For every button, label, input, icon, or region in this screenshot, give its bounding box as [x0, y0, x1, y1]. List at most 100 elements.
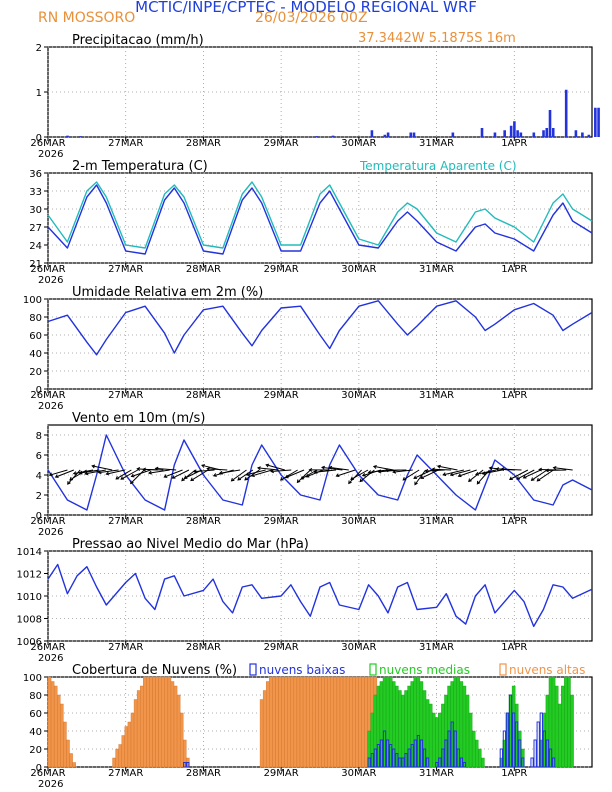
cloud-low-bar [398, 757, 402, 768]
wind-vector [458, 469, 477, 477]
wind-vector-head [244, 476, 249, 481]
cloud-low-bar [392, 748, 396, 768]
wind-vector-head [377, 469, 382, 474]
x-year-label: 2026 [38, 401, 63, 412]
wind-vector [219, 469, 241, 474]
wind-vector-head [436, 464, 441, 469]
precip-bar [581, 132, 584, 137]
wind-vector [300, 469, 318, 480]
wind-vector-head [192, 469, 197, 474]
cloud-low-bar [422, 748, 427, 768]
cloud-high-bar [358, 676, 362, 768]
wind-vector [482, 469, 503, 475]
cloud-low-bar [453, 730, 457, 768]
cloud-high-bar [118, 744, 122, 768]
cloud-high-bar [133, 699, 138, 768]
cloud-mid-bar [428, 703, 433, 768]
cloud-low-bar [447, 730, 451, 768]
cloud-high-bar [155, 676, 159, 768]
cloud-low-bar [511, 712, 516, 768]
y-tick-label: 0 [36, 385, 42, 396]
cloud-high-bar [124, 726, 129, 768]
cloud-high-bar [312, 676, 316, 768]
cloud-low-bar [382, 730, 387, 768]
wind-vector-head [67, 481, 71, 485]
wind-vector-head [201, 464, 206, 468]
cloud-high-bar [269, 676, 273, 768]
y-tick-label: 60 [29, 709, 42, 720]
cloud-mid-bar [570, 694, 574, 768]
wind-vector [207, 468, 228, 471]
wind-vector-head [183, 475, 188, 479]
precip-bar [594, 107, 597, 137]
panel-wind: 26MAR 27MAR 28MAR 29MAR 30MAR 31MAR 1APR 2026 0 2… [30, 411, 593, 538]
wind-vector [49, 469, 68, 476]
cloud-high-bar [333, 676, 338, 768]
wind-vector [321, 466, 343, 471]
cloud-mid-bar [465, 694, 470, 768]
panel-title: Vento em 10m (m/s) [72, 411, 205, 426]
wind-vector [79, 469, 100, 474]
wind-vector [450, 469, 471, 476]
cloud-mid-bar [564, 676, 568, 768]
wind-vector-head [367, 470, 372, 475]
wind-vector [237, 469, 254, 481]
wind-vector [155, 467, 177, 471]
cloud-high-bar [355, 676, 359, 768]
x-tick-label: 27MAR [108, 390, 143, 401]
cloud-high-bar [72, 762, 76, 768]
cloud-low-bar [545, 739, 550, 768]
precip-bar [551, 128, 555, 137]
y-tick-label: 40 [29, 727, 42, 738]
wind-vector [336, 469, 356, 477]
cloud-high-bar [327, 676, 331, 768]
cloud-low-bar [438, 757, 442, 768]
x-tick-label: 31MAR [419, 138, 454, 149]
cloud-high-bar [290, 676, 295, 768]
wind-vector-head [414, 481, 418, 486]
wind-vector-head [457, 473, 462, 478]
cloud-high-bar [305, 676, 310, 768]
x-tick-label: 31MAR [419, 516, 454, 527]
wind-vector [285, 469, 305, 479]
panel-precip: 26MAR 27MAR 28MAR 29MAR 30MAR 31MAR 1APR 2026 0 1… [30, 33, 600, 160]
cloud-low-bar [401, 757, 405, 768]
cloud-mid-bar [557, 703, 562, 768]
y-tick-label: 0 [36, 133, 42, 144]
precip-bar [519, 132, 523, 137]
cloud-high-bar [321, 676, 325, 768]
wind-vector-head [516, 476, 521, 480]
x-year-label: 2026 [38, 275, 63, 286]
precip-bar [597, 107, 600, 137]
wind-vector-head [500, 467, 505, 472]
wind-vector [246, 469, 266, 476]
cloud-high-bar [149, 676, 153, 768]
cloud-high-bar [262, 690, 267, 768]
y-tick-label: 27 [29, 223, 42, 234]
cloud-high-bar [315, 676, 319, 768]
cloud-high-bar [167, 676, 172, 768]
cloud-high-bar [50, 681, 55, 768]
y-tick-label: 36 [29, 169, 42, 180]
coords-label: 37.3442W 5.1875S 16m [358, 31, 516, 46]
x-tick-label: 29MAR [264, 264, 299, 275]
wind-vector-head [308, 467, 313, 472]
wind-vector [55, 469, 75, 478]
wind-vector-head [361, 472, 366, 477]
cloud-mid-bar [551, 676, 556, 768]
wind-vector-head [171, 475, 176, 479]
cloud-high-bar [143, 676, 147, 768]
series-line [47, 184, 593, 255]
x-tick-label: 28MAR [186, 642, 221, 653]
cloud-high-bar [293, 676, 298, 768]
precip-bar [532, 132, 536, 137]
cloud-high-bar [176, 694, 181, 768]
wind-vector [475, 469, 497, 475]
wind-vector [92, 465, 113, 471]
y-tick-label: 100 [23, 673, 42, 684]
wind-vector [437, 465, 458, 471]
cloud-low-bar [521, 757, 525, 768]
wind-vector-head [420, 475, 424, 479]
wind-vector [297, 469, 311, 483]
cloud-low-bar [505, 712, 510, 768]
